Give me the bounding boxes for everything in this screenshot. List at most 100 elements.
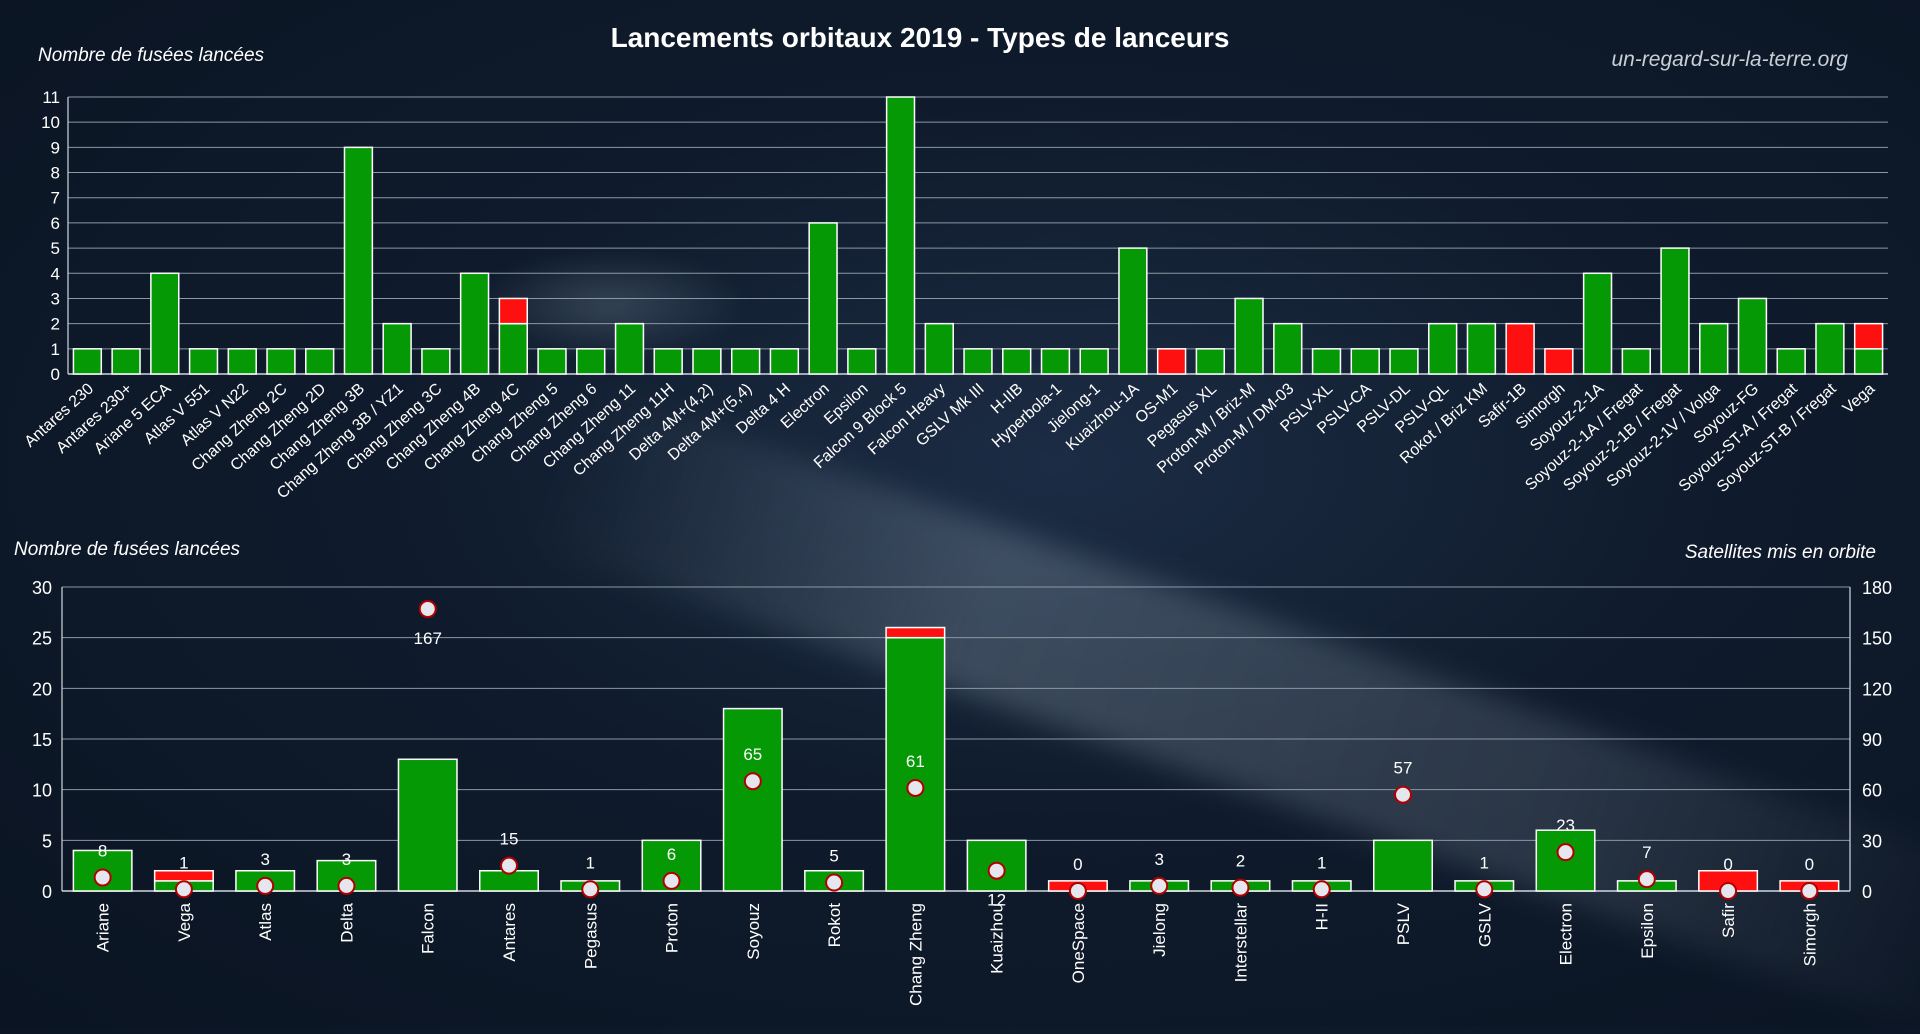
satellite-marker bbox=[906, 778, 925, 797]
satellite-marker bbox=[1556, 843, 1575, 862]
top-bar-success bbox=[1815, 322, 1845, 375]
satellite-marker bbox=[1719, 882, 1738, 900]
top-bar-success bbox=[227, 348, 257, 375]
bottom-category-label: Jielong bbox=[1150, 903, 1169, 957]
bottom-y2-tick-label: 60 bbox=[1862, 781, 1882, 801]
bottom-chart-y2-axis-title: Satellites mis en orbite bbox=[1684, 542, 1876, 563]
top-y-tick-label: 9 bbox=[51, 138, 60, 157]
satellite-marker bbox=[825, 873, 844, 892]
top-bar-failure bbox=[1156, 348, 1187, 375]
bottom-category-label: Pegasus bbox=[581, 903, 600, 969]
top-bar-success bbox=[576, 348, 606, 375]
satellite-count-label: 3 bbox=[342, 850, 351, 869]
top-bar-success bbox=[72, 348, 103, 375]
satellite-count-label: 65 bbox=[743, 745, 762, 764]
top-bar-success bbox=[537, 348, 567, 375]
top-bar-success bbox=[150, 272, 180, 375]
satellite-count-label: 1 bbox=[1480, 853, 1489, 872]
bottom-category-label: H-II bbox=[1313, 903, 1332, 930]
bottom-bar-success bbox=[885, 636, 946, 892]
satellite-count-label: 1 bbox=[586, 853, 595, 872]
bottom-category-label: Antares bbox=[500, 903, 519, 962]
top-bar-success bbox=[459, 272, 490, 375]
website-watermark: un-regard-sur-la-terre.org bbox=[1611, 48, 1848, 71]
satellite-marker bbox=[337, 876, 356, 895]
top-y-tick-label: 8 bbox=[51, 164, 60, 183]
satellite-count-label: 12 bbox=[987, 891, 1006, 910]
bottom-category-label: Simorgh bbox=[1800, 903, 1819, 966]
top-bar-failure bbox=[1544, 348, 1574, 375]
top-bar-success bbox=[1002, 348, 1032, 375]
bottom-chart-y-axis-title: Nombre de fusées lancées bbox=[14, 539, 241, 560]
bottom-y-tick-label: 5 bbox=[42, 831, 52, 851]
bottom-category-label: PSLV bbox=[1394, 902, 1413, 945]
top-y-tick-label: 6 bbox=[51, 214, 60, 233]
top-bar-success bbox=[188, 348, 219, 375]
top-bar-success bbox=[343, 146, 374, 375]
top-bar-success bbox=[1699, 322, 1729, 375]
bottom-y2-tick-label: 0 bbox=[1862, 882, 1872, 902]
top-bar-success bbox=[111, 348, 141, 375]
satellite-marker bbox=[256, 876, 275, 895]
bottom-y2-tick-label: 180 bbox=[1862, 578, 1892, 598]
bottom-category-label: Rokot bbox=[825, 903, 844, 948]
bottom-category-label: Electron bbox=[1557, 903, 1576, 965]
top-bar-success bbox=[1079, 348, 1109, 375]
top-bar-success bbox=[1195, 348, 1226, 375]
top-bar-success bbox=[498, 322, 529, 375]
bottom-y-tick-label: 10 bbox=[32, 781, 52, 801]
top-y-tick-label: 3 bbox=[51, 289, 60, 308]
satellite-count-label: 3 bbox=[260, 850, 269, 869]
bottom-category-label: Interstellar bbox=[1231, 903, 1250, 983]
satellite-marker bbox=[418, 600, 437, 618]
satellite-marker bbox=[1312, 880, 1331, 899]
bottom-category-label: Safir bbox=[1719, 903, 1738, 938]
top-y-tick-label: 4 bbox=[51, 264, 60, 283]
bottom-category-label: Vega bbox=[175, 902, 194, 941]
bottom-bar-success bbox=[722, 707, 783, 892]
top-bar-success bbox=[1118, 247, 1148, 375]
top-bar-success bbox=[421, 348, 451, 375]
top-bar-success bbox=[266, 348, 296, 375]
bottom-category-label: Atlas bbox=[256, 903, 275, 941]
top-bar-success bbox=[1853, 348, 1884, 375]
top-bar-success bbox=[885, 96, 916, 375]
satellite-count-label: 8 bbox=[98, 841, 107, 860]
top-y-tick-label: 1 bbox=[51, 340, 60, 359]
bottom-category-label: Ariane bbox=[94, 903, 113, 952]
satellite-marker bbox=[581, 880, 600, 899]
bottom-y2-tick-label: 150 bbox=[1862, 629, 1892, 649]
top-bar-success bbox=[1273, 322, 1303, 375]
bottom-category-label: GSLV bbox=[1475, 902, 1494, 947]
bottom-y-tick-label: 0 bbox=[42, 882, 52, 902]
top-bar-success bbox=[963, 348, 993, 375]
top-bar-success bbox=[1737, 297, 1768, 375]
satellite-count-label: 1 bbox=[179, 853, 188, 872]
bottom-bar-failure bbox=[885, 626, 946, 639]
satellite-count-label: 6 bbox=[667, 845, 676, 864]
bottom-bar-success bbox=[1372, 839, 1434, 892]
satellite-marker bbox=[987, 861, 1006, 880]
top-y-tick-label: 0 bbox=[51, 365, 60, 384]
satellite-marker bbox=[1475, 880, 1494, 899]
satellite-count-label: 15 bbox=[500, 830, 519, 849]
satellite-marker bbox=[174, 880, 193, 899]
satellite-count-label: 167 bbox=[414, 629, 442, 648]
top-bar-success bbox=[924, 322, 954, 375]
bottom-category-label: Soyouz bbox=[744, 903, 763, 960]
satellite-count-label: 1 bbox=[1317, 853, 1326, 872]
top-y-tick-label: 10 bbox=[41, 113, 60, 132]
satellite-count-label: 5 bbox=[829, 847, 838, 866]
bottom-y2-tick-label: 30 bbox=[1862, 831, 1882, 851]
satellite-count-label: 0 bbox=[1723, 855, 1732, 874]
chart-title: Lancements orbitaux 2019 - Types de lanc… bbox=[610, 22, 1230, 53]
bottom-category-label: Proton bbox=[663, 903, 682, 953]
top-bar-success bbox=[1466, 322, 1497, 375]
bottom-y-tick-label: 20 bbox=[32, 679, 52, 699]
top-bar-success bbox=[1582, 272, 1613, 375]
bottom-y2-tick-label: 120 bbox=[1862, 679, 1892, 699]
bottom-category-label: Chang Zheng bbox=[906, 903, 925, 1006]
top-bar-success bbox=[1621, 348, 1651, 375]
satellite-marker bbox=[1637, 870, 1656, 889]
